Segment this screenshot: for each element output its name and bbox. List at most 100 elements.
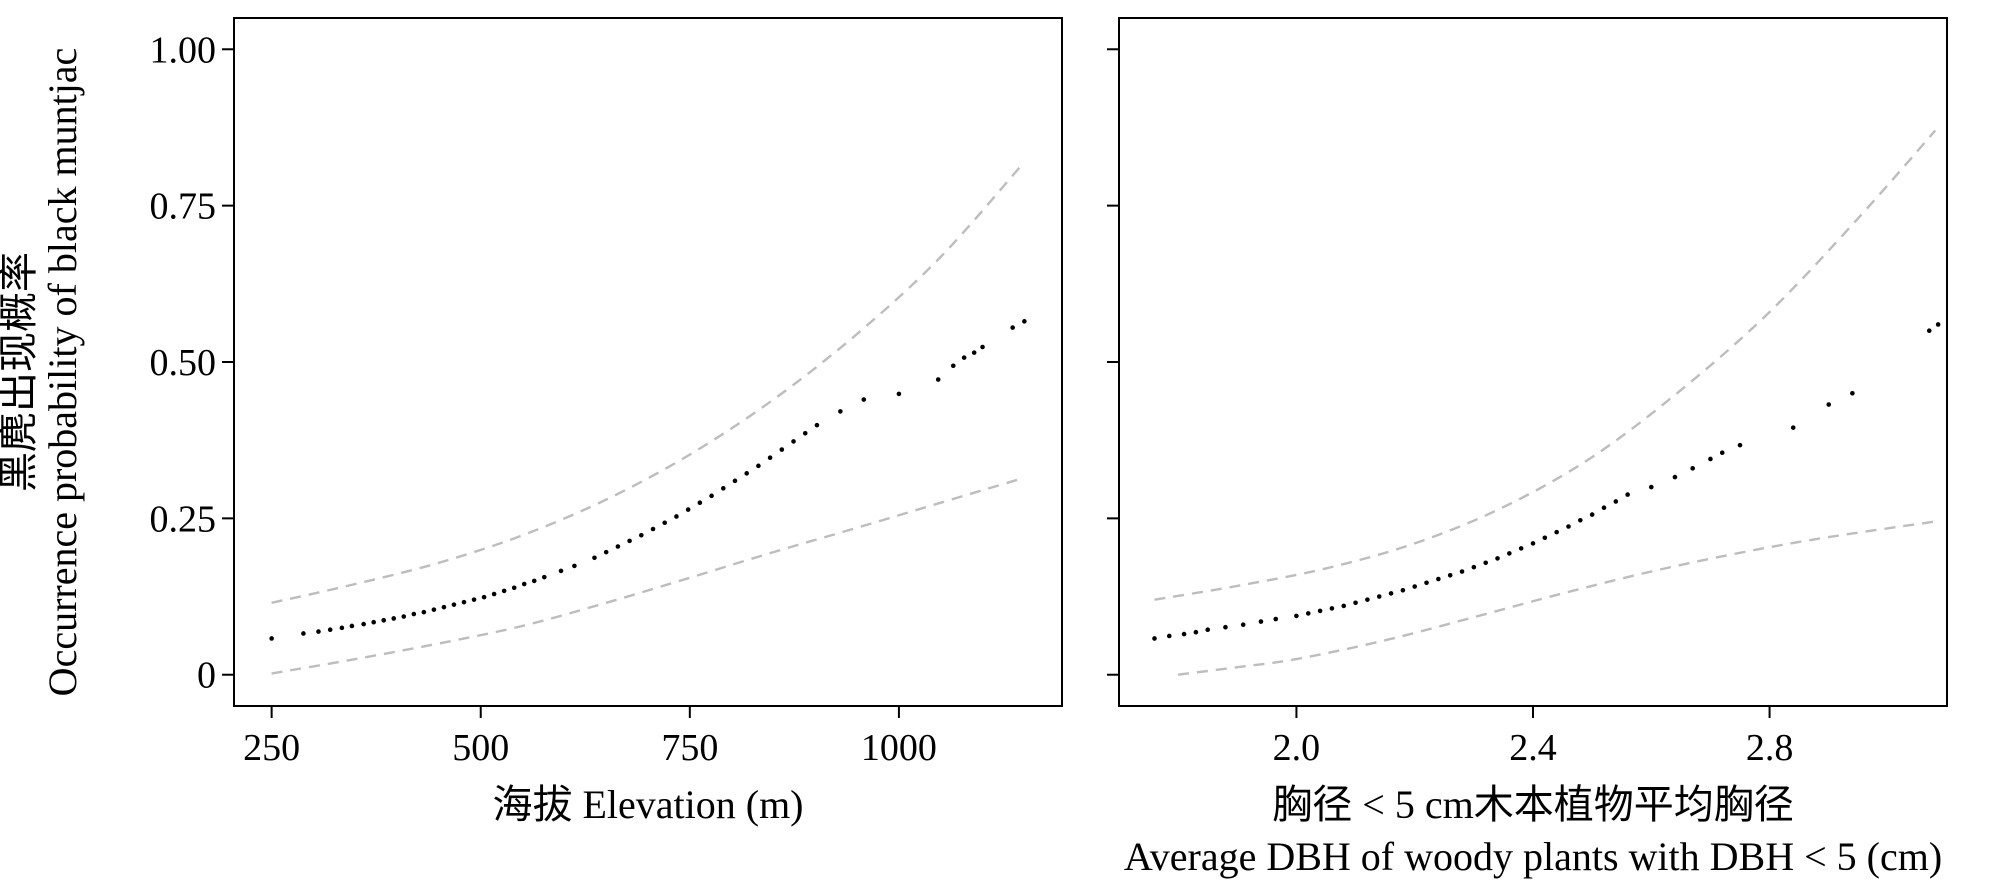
data-point: [592, 555, 597, 561]
data-point: [1305, 611, 1311, 616]
data-point: [1648, 484, 1654, 490]
data-point: [1935, 322, 1941, 327]
data-point: [1578, 517, 1583, 523]
data-point: [1223, 624, 1228, 630]
data-point: [349, 623, 355, 629]
y-axis-title-cn: 黑麂出现概率: [0, 252, 41, 492]
data-point: [421, 609, 427, 615]
data-point: [1273, 616, 1279, 622]
data-point: [339, 625, 345, 631]
data-point: [371, 619, 376, 625]
data-point: [481, 594, 487, 600]
data-point: [1424, 580, 1429, 586]
data-point: [779, 447, 785, 452]
data-point: [531, 578, 537, 584]
data-point: [381, 618, 387, 623]
x-axis-title-en: Average DBH of woody plants with DBH < 5…: [1124, 834, 1942, 879]
ci-lower-line: [1177, 520, 1936, 676]
data-point: [639, 532, 644, 538]
data-point: [1601, 505, 1607, 511]
data-point: [1022, 319, 1027, 324]
y-tick-label: 0.25: [150, 498, 217, 540]
data-point: [558, 568, 564, 574]
data-point: [541, 574, 547, 580]
data-point: [491, 591, 497, 597]
y-axis-title: 黑麂出现概率 Occurrence probability of black m…: [0, 48, 85, 697]
data-point: [1205, 627, 1211, 632]
data-point: [1240, 622, 1246, 627]
data-point: [1388, 591, 1394, 596]
data-point: [674, 514, 679, 519]
data-point: [1737, 442, 1743, 448]
data-point: [511, 585, 517, 591]
data-point: [732, 478, 738, 484]
data-point: [603, 549, 609, 555]
y-tick-label: 0: [197, 655, 216, 697]
data-point: [431, 607, 437, 612]
data-point: [501, 588, 507, 594]
data-point: [1181, 631, 1187, 637]
data-point: [316, 629, 321, 634]
data-point: [521, 581, 527, 587]
data-point: [1459, 569, 1465, 574]
data-point: [1625, 492, 1630, 497]
data-point: [572, 563, 577, 569]
data-point: [1495, 556, 1500, 561]
data-point: [1152, 636, 1157, 641]
data-point: [814, 422, 820, 428]
data-point: [471, 597, 477, 602]
ci-lower-line: [271, 476, 1025, 675]
data-point: [451, 602, 457, 607]
data-point: [1471, 564, 1477, 570]
data-point: [1790, 425, 1796, 430]
data-point: [1542, 535, 1548, 541]
data-point: [1719, 450, 1725, 455]
data-point: [1353, 600, 1358, 606]
data-point: [697, 500, 703, 506]
data-point: [1447, 572, 1453, 578]
data-point: [391, 616, 397, 621]
data-point: [935, 377, 941, 382]
data-point: [627, 538, 632, 544]
data-point: [744, 471, 749, 476]
y-tick-label: 0.75: [150, 186, 217, 228]
data-point: [980, 344, 985, 350]
plot-frame: [233, 17, 1063, 707]
y-tick-label: 0.50: [150, 342, 217, 384]
data-point: [401, 614, 407, 619]
x-tick-label: 2.8: [1746, 727, 1794, 769]
data-point: [896, 391, 902, 397]
data-point: [1193, 629, 1199, 635]
data-point: [650, 526, 656, 532]
ci-upper-line: [1154, 129, 1937, 601]
data-point: [961, 355, 967, 360]
data-point: [1317, 608, 1323, 614]
panel-dbh: 2.0 2.4 2.8 胸径 < 5 cm木本植物平均胸径 Average DBH of…: [1107, 17, 1948, 879]
data-point: [720, 486, 726, 491]
x-axis-title: 胸径 < 5 cm木本植物平均胸径: [1272, 782, 1793, 827]
data-point: [1329, 606, 1335, 611]
x-axis-title: 海拔 Elevation (m): [492, 782, 803, 827]
data-point: [1826, 402, 1832, 407]
data-point: [441, 604, 447, 610]
data-point: [1166, 633, 1172, 639]
ci-upper-line: [271, 161, 1026, 604]
data-point: [1518, 546, 1524, 551]
data-point: [361, 621, 366, 627]
data-point: [1412, 584, 1418, 589]
data-point: [615, 544, 621, 549]
data-point: [1589, 512, 1595, 517]
x-tick-label: 1000: [861, 727, 937, 769]
data-point: [411, 611, 417, 617]
y-axis-title-en: Occurrence probability of black muntjac: [40, 48, 85, 697]
data-point: [1341, 603, 1347, 609]
data-point: [709, 493, 714, 499]
data-point: [1926, 328, 1932, 334]
data-point: [1690, 466, 1695, 471]
data-point: [861, 397, 867, 402]
data-point: [1507, 551, 1512, 556]
data-point: [1672, 474, 1678, 480]
data-point: [838, 409, 843, 414]
data-point: [767, 455, 773, 460]
